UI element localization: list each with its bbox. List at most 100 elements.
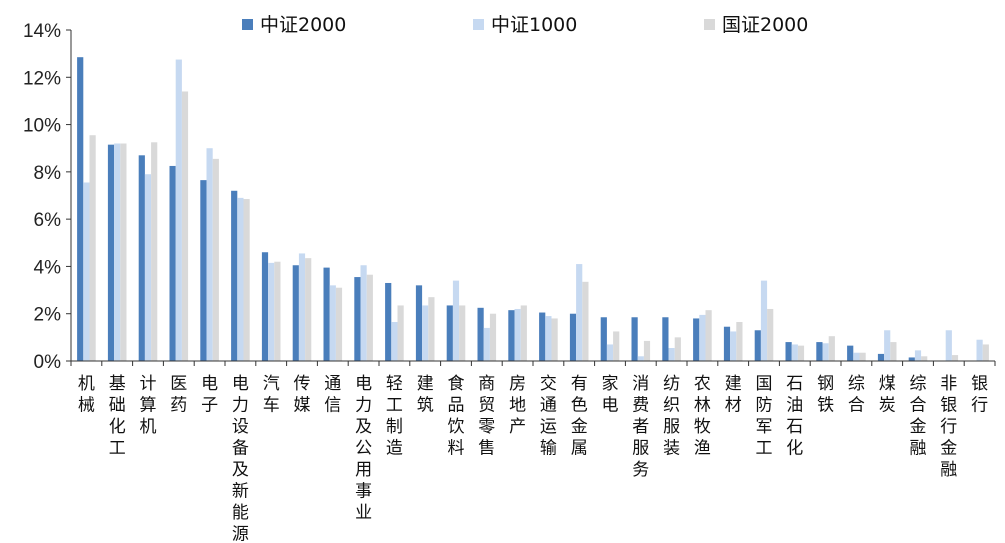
bar-2 — [545, 316, 552, 361]
category-label: 国防军工 — [756, 374, 773, 459]
bar-1 — [354, 277, 361, 361]
bar-1 — [723, 326, 731, 361]
category-label: 商贸零售 — [478, 374, 495, 459]
category-label: 建材 — [725, 374, 742, 416]
bar-1 — [816, 342, 823, 361]
category-label: 有色金属 — [571, 374, 588, 459]
bar-3 — [736, 321, 743, 361]
bar-3 — [212, 158, 219, 361]
bar-1 — [138, 155, 145, 361]
bar-2 — [483, 327, 490, 361]
bar-3 — [643, 340, 651, 361]
category-label: 综合金融 — [910, 374, 927, 459]
bar-2 — [699, 314, 706, 361]
legend-label: 中证1000 — [491, 14, 577, 36]
bar-3 — [982, 344, 989, 361]
bar-2 — [822, 343, 829, 361]
bar-1 — [877, 353, 885, 361]
bar-2 — [606, 344, 614, 361]
bar-3 — [797, 345, 805, 361]
bar-2 — [175, 59, 182, 362]
y-tick-label: 12% — [23, 68, 61, 89]
category-label: 计算机 — [140, 374, 157, 437]
bar-1 — [662, 317, 669, 361]
bar-1 — [477, 307, 484, 361]
bar-1 — [785, 342, 792, 361]
bar-3 — [397, 305, 404, 361]
category-label: 电力及公用事业 — [355, 374, 372, 523]
bar-1 — [908, 357, 915, 361]
bar-1 — [847, 345, 854, 361]
bar-2 — [206, 148, 213, 361]
bar-2 — [514, 308, 521, 361]
bar-1 — [385, 282, 392, 361]
bar-3 — [459, 305, 466, 361]
bar-2 — [730, 331, 737, 361]
bar-3 — [366, 274, 373, 361]
bar-2 — [976, 339, 983, 361]
category-label: 传媒 — [294, 374, 311, 416]
category-label: 医药 — [170, 374, 187, 416]
bar-3 — [890, 342, 897, 361]
bar-1 — [200, 180, 207, 361]
bar-2 — [329, 285, 336, 361]
bar-1 — [107, 144, 115, 361]
category-label: 消费者服务 — [632, 374, 649, 480]
bar-3 — [767, 308, 774, 361]
bar-2 — [576, 264, 583, 361]
bar-2 — [144, 174, 152, 361]
legend-swatch — [704, 19, 715, 30]
bar-3 — [181, 91, 189, 361]
bar-1 — [169, 165, 176, 361]
y-tick-label: 0% — [34, 352, 62, 373]
category-labels: 机械基础化工计算机医药电子电力设备及新能源汽车传媒通信电力及公用事业轻工制造建筑… — [78, 374, 988, 543]
y-tick-label: 4% — [34, 257, 62, 278]
bar-3 — [951, 355, 959, 361]
category-label: 电子 — [201, 374, 218, 416]
bar-1 — [539, 312, 546, 361]
bar-1 — [415, 285, 423, 361]
bar-3 — [613, 331, 620, 361]
bar-2 — [237, 197, 244, 361]
category-label: 通信 — [324, 374, 341, 416]
bar-3 — [489, 313, 497, 361]
y-tick-label: 10% — [23, 116, 61, 137]
category-label: 石油石化 — [786, 374, 803, 459]
legend-label: 中证2000 — [260, 14, 346, 36]
bar-1 — [600, 317, 607, 361]
bar-3 — [520, 305, 527, 361]
category-label: 农林牧渔 — [694, 374, 711, 459]
bar-2 — [945, 330, 952, 361]
y-tick-label: 6% — [34, 210, 62, 231]
legend: 中证2000 中证1000 国证2000 — [242, 14, 808, 36]
bar-3 — [274, 261, 281, 361]
bar-2 — [914, 350, 922, 361]
category-label: 银行 — [971, 374, 988, 416]
category-label: 家电 — [602, 374, 619, 416]
bar-3 — [551, 318, 558, 361]
bar-3 — [582, 281, 589, 361]
legend-label: 国证2000 — [722, 14, 808, 36]
bar-1 — [77, 57, 84, 362]
bar-3 — [151, 142, 158, 361]
category-label: 基础化工 — [109, 374, 126, 459]
bar-3 — [120, 143, 127, 361]
bar-1 — [508, 310, 515, 361]
bar-2 — [391, 321, 398, 361]
bar-3 — [859, 352, 866, 361]
bar-3 — [828, 336, 835, 361]
category-label: 食品饮料 — [448, 374, 465, 459]
bar-3 — [305, 258, 312, 361]
category-label: 纺织服装 — [663, 374, 680, 459]
bar-2 — [114, 143, 121, 361]
bar-3 — [428, 297, 435, 361]
bar-2 — [668, 347, 675, 361]
bar-2 — [452, 280, 460, 361]
bar-1 — [693, 318, 700, 361]
category-label: 煤炭 — [879, 374, 896, 416]
legend-swatch — [242, 19, 253, 30]
bar-2 — [360, 265, 367, 361]
category-label: 机械 — [78, 374, 95, 416]
bar-2 — [268, 262, 275, 361]
bar-1 — [292, 265, 299, 361]
